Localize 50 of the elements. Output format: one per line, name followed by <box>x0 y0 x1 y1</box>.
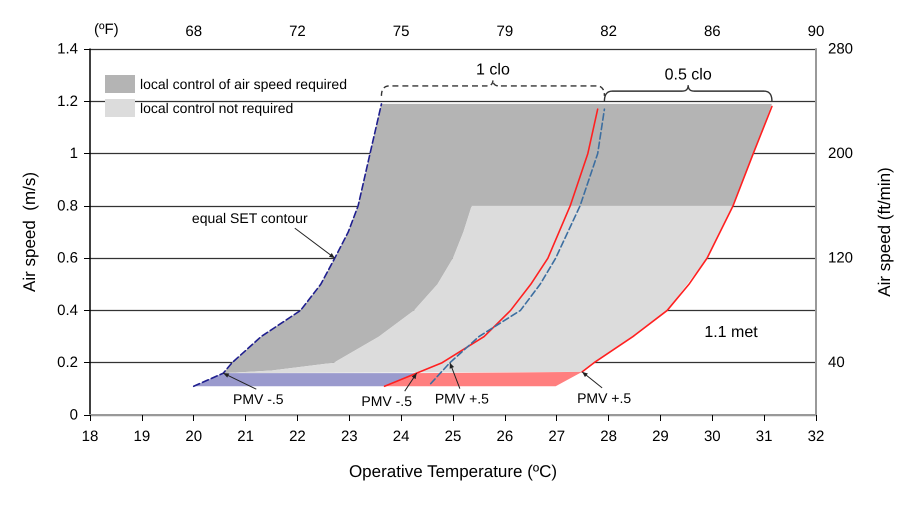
annotation: 1.1 met <box>704 324 758 342</box>
y-tick-label: 1.4 <box>57 40 78 58</box>
x2-tick-label: 75 <box>392 23 410 40</box>
y-tick-label: 0.8 <box>57 197 78 214</box>
x-tick-label: 18 <box>82 428 98 445</box>
annotation: PMV -.5 <box>232 391 284 408</box>
x2-axis-title: (ºF) <box>94 21 119 38</box>
x-tick-label: 20 <box>185 428 202 445</box>
y-tick-label: 0.6 <box>57 250 78 267</box>
x2-tick-label: 82 <box>600 23 617 40</box>
y-tick-label: 0 <box>70 406 78 424</box>
x-tick-label: 21 <box>237 428 254 445</box>
y2-tick-label: 120 <box>828 250 854 267</box>
x-tick-label: 24 <box>392 428 410 445</box>
y2-axis-title: Air speed (ft/min) <box>875 167 894 297</box>
annotation: 1 clo <box>476 61 510 78</box>
annotation: 0.5 clo <box>664 66 712 84</box>
x2-tick-label: 68 <box>185 23 202 40</box>
x-tick-label: 19 <box>134 428 150 445</box>
line-series <box>384 108 598 388</box>
x-tick-label: 23 <box>340 428 358 445</box>
annotation: PMV +.5 <box>434 390 490 407</box>
x2-tick-label: 79 <box>496 23 514 40</box>
legend-label: local control not required <box>140 100 294 116</box>
x-tick-label: 28 <box>600 428 617 445</box>
annotation: PMV -.5 <box>361 393 412 410</box>
x-tick-label: 31 <box>756 428 772 445</box>
y-tick-label: 1 <box>70 145 78 162</box>
y2-tick-label: 40 <box>828 354 845 372</box>
x2-tick-label: 86 <box>704 23 721 40</box>
x-tick-label: 26 <box>496 428 514 445</box>
x-tick-label: 29 <box>652 428 669 445</box>
x-tick-label: 25 <box>444 428 462 445</box>
y-tick-label: 0.2 <box>57 354 78 372</box>
x-tick-label: 22 <box>289 428 306 445</box>
x-tick-label: 27 <box>548 428 566 445</box>
annotation: equal SET contour <box>192 210 308 226</box>
x2-tick-label: 72 <box>289 23 306 40</box>
legend-label: local control of air speed required <box>140 76 348 92</box>
annotation: PMV +.5 <box>577 390 632 406</box>
y-axis-title: Air speed (m/s) <box>20 172 39 292</box>
y-tick-label: 0.4 <box>57 302 78 319</box>
x-tick-label: 32 <box>808 428 824 445</box>
y2-tick-label: 280 <box>828 40 854 58</box>
x-axis-title: Operative Temperature (ºC) <box>348 462 558 481</box>
x2-tick-label: 90 <box>808 23 824 40</box>
x-tick-label: 30 <box>704 428 721 445</box>
y2-tick-label: 200 <box>828 145 854 162</box>
y-tick-label: 1.2 <box>57 92 78 110</box>
line-series <box>430 108 606 384</box>
